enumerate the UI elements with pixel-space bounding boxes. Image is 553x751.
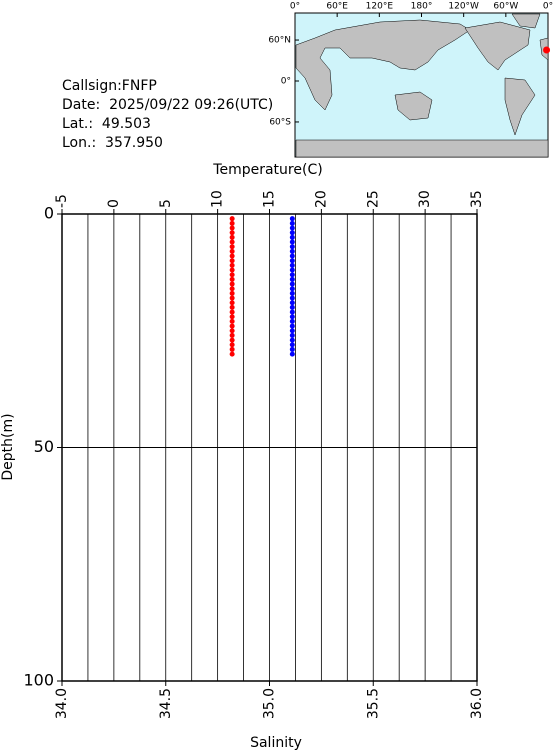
profile-point — [229, 342, 235, 348]
profile-point — [229, 281, 235, 287]
x-tick-label: 35.0 — [262, 688, 278, 719]
profile-point — [229, 216, 235, 222]
map-lon-label: 0° — [543, 2, 553, 12]
x2-tick-label: 15 — [262, 190, 278, 208]
profile-point — [289, 239, 295, 245]
profile-point — [289, 220, 295, 226]
profile-point — [289, 262, 295, 268]
profile-point — [229, 244, 235, 250]
profile-point — [289, 318, 295, 324]
x-tick-label: 36.0 — [469, 688, 485, 719]
profile-point — [289, 230, 295, 236]
map-lon-label: 120°W — [448, 2, 479, 12]
profile-point — [229, 351, 235, 357]
profile-point — [229, 328, 235, 334]
station-marker — [543, 46, 551, 54]
map-lon-label: 180° — [411, 2, 433, 12]
profile-point — [289, 323, 295, 329]
profile-point — [289, 328, 295, 334]
x2-tick-label: 0 — [106, 199, 122, 208]
info-line: Callsign:FNFP — [62, 78, 157, 94]
x2-tick-label: 20 — [313, 190, 329, 208]
info-line: Lon.: 357.950 — [62, 135, 163, 151]
profile-point — [289, 290, 295, 296]
profile-point — [229, 258, 235, 264]
profile-point — [289, 272, 295, 278]
profile-point — [289, 276, 295, 282]
profile-point — [289, 234, 295, 240]
profile-point — [289, 300, 295, 306]
profile-point — [289, 295, 295, 301]
map-lon-label: 0° — [290, 2, 300, 12]
profile-point — [289, 309, 295, 315]
profile-point — [229, 234, 235, 240]
profile-point — [229, 248, 235, 254]
map-lat-label: 60°N — [268, 36, 291, 46]
profile-point — [229, 253, 235, 259]
profile-point — [289, 248, 295, 254]
profile-point — [289, 346, 295, 352]
info-line: Lat.: 49.503 — [62, 116, 151, 132]
info-line: Date: 2025/09/22 09:26(UTC) — [62, 97, 273, 113]
salinity-axis-title: Salinity — [250, 735, 302, 751]
temperature-axis-title: Temperature(C) — [212, 162, 322, 178]
profile-point — [229, 295, 235, 301]
y-tick-label: 0 — [44, 204, 54, 223]
profile-point — [229, 318, 235, 324]
map-land — [295, 13, 549, 158]
x-tick-label: 34.0 — [54, 688, 70, 719]
profile-point — [289, 304, 295, 310]
x2-tick-label: 25 — [365, 190, 381, 208]
profile-point — [229, 286, 235, 292]
profile-point — [289, 267, 295, 273]
x2-tick-label: 5 — [158, 199, 174, 208]
profile-point — [229, 309, 235, 315]
profile-point — [289, 281, 295, 287]
x2-tick-label: 10 — [210, 190, 226, 208]
map-lat-label: 60°S — [269, 117, 291, 127]
profile-point — [229, 262, 235, 268]
profile-point — [289, 342, 295, 348]
y-tick-label: 100 — [23, 671, 54, 690]
profile-point — [229, 225, 235, 231]
profile-point — [289, 314, 295, 320]
profile-point — [289, 225, 295, 231]
profile-point — [229, 314, 235, 320]
map-lon-label: 120°E — [366, 2, 394, 12]
y-tick-label: 50 — [34, 437, 54, 456]
profile-point — [289, 337, 295, 343]
profile-point — [289, 253, 295, 259]
profile-point — [229, 332, 235, 338]
profile-point — [229, 337, 235, 343]
profile-point — [229, 300, 235, 306]
map-lon-label: 60°W — [493, 2, 518, 12]
profile-point — [289, 258, 295, 264]
profile-point — [289, 351, 295, 357]
profile-point — [229, 290, 235, 296]
profile-point — [229, 267, 235, 273]
profile-point — [289, 332, 295, 338]
x2-tick-label: 30 — [417, 190, 433, 208]
depth-axis-title: Depth(m) — [0, 413, 16, 480]
map-lon-label: 60°E — [326, 2, 348, 12]
profile-point — [229, 323, 235, 329]
profile-point — [229, 230, 235, 236]
profile-point — [289, 286, 295, 292]
x2-tick-label: -5 — [54, 194, 70, 208]
profile-point — [289, 216, 295, 222]
x-tick-label: 34.5 — [158, 688, 174, 719]
profile-point — [289, 244, 295, 250]
profile-point — [229, 346, 235, 352]
profile-point — [229, 220, 235, 226]
profile-point — [229, 304, 235, 310]
x2-tick-label: 35 — [469, 190, 485, 208]
station-info: Callsign:FNFP Date: 2025/09/22 09:26(UTC)… — [62, 78, 273, 151]
map-lat-label: 0° — [281, 77, 291, 87]
profile-point — [229, 272, 235, 278]
profile-point — [229, 276, 235, 282]
profile-point — [229, 239, 235, 245]
world-map — [294, 12, 549, 158]
x-tick-label: 35.5 — [365, 688, 381, 719]
